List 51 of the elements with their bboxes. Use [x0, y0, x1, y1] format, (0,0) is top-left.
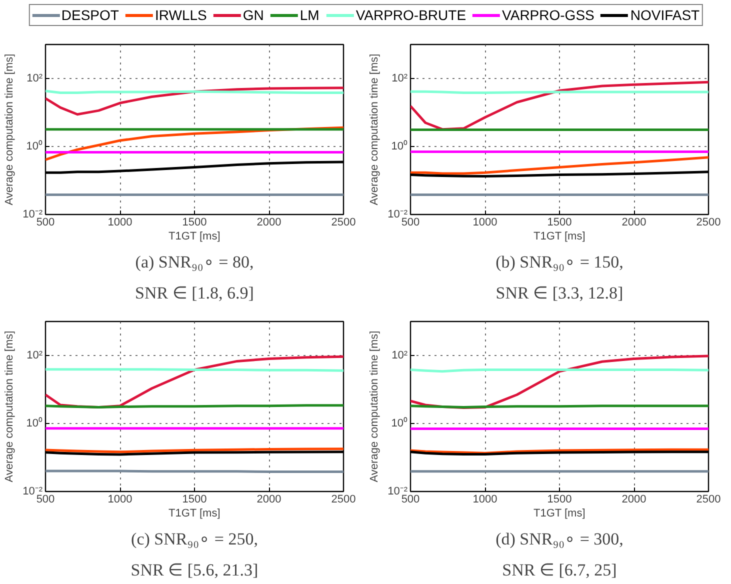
x-tick-label: 2500: [331, 494, 356, 506]
y-tick-label: 10⁰: [391, 140, 408, 152]
y-tick-label: 10²: [26, 350, 43, 362]
y-axis-title: Average computation time [ms]: [4, 54, 16, 206]
text: (b) SNR₉₀∘ = 150,: [496, 252, 624, 272]
x-tick-label: 1500: [547, 494, 572, 506]
text: (c) SNR₉₀∘ = 250,: [131, 530, 258, 548]
x-tick-label: 2000: [256, 494, 282, 506]
text: SNR ∈ [3.3, 12.8]: [496, 284, 624, 302]
y-axis-title: Average computation time [ms]: [368, 330, 381, 482]
legend-label: IRWLLS: [154, 7, 207, 23]
x-tick-label: 2000: [622, 494, 646, 506]
y-tick-label: 10²: [392, 350, 408, 362]
legend-label: NOVIFAST: [630, 7, 700, 23]
text: (a) SNR₉₀∘ = 80,: [135, 252, 254, 272]
x-tick-label: 500: [401, 494, 420, 506]
x-axis-title: T1GT [ms]: [534, 230, 586, 242]
legend-label: DESPOT: [61, 7, 119, 23]
x-tick-label: 1500: [182, 216, 207, 228]
text: SNR ∈ [5.6, 21.3]: [130, 560, 258, 580]
x-tick-label: 1000: [472, 216, 498, 228]
x-tick-label: 2500: [696, 216, 721, 228]
legend-label: GN: [242, 7, 264, 23]
text: (d) SNR₉₀∘ = 300,: [496, 530, 624, 548]
x-tick-label: 1000: [108, 216, 132, 228]
x-tick-label: 500: [401, 216, 420, 228]
y-tick-label: 10⁰: [26, 416, 43, 430]
x-tick-label: 2500: [331, 216, 356, 228]
x-tick-label: 1500: [547, 216, 572, 228]
text: SNR ∈ [6.7, 25]: [502, 560, 617, 580]
legend-label: VARPRO-GSS: [502, 7, 594, 23]
y-tick-label: 10⁰: [26, 140, 43, 152]
y-tick-label: 10²: [26, 72, 43, 84]
x-tick-label: 2000: [622, 216, 646, 228]
x-axis-title: T1GT [ms]: [534, 508, 586, 520]
x-tick-label: 1000: [108, 494, 132, 506]
x-axis-title: T1GT [ms]: [168, 230, 220, 242]
x-tick-label: 1500: [182, 494, 207, 506]
text: SNR ∈ [1.8, 6.9]: [135, 284, 254, 302]
y-axis-title: Average computation time [ms]: [4, 330, 16, 482]
legend-label: VARPRO-BRUTE: [356, 7, 466, 23]
x-tick-label: 500: [36, 494, 55, 506]
x-axis-title: T1GT [ms]: [168, 508, 220, 520]
x-tick-label: 500: [36, 216, 55, 228]
x-tick-label: 1000: [472, 494, 498, 506]
x-tick-label: 2500: [696, 494, 721, 506]
legend-label: LM: [300, 7, 320, 23]
y-axis-title: Average computation time [ms]: [368, 54, 381, 206]
y-tick-label: 10⁰: [391, 416, 408, 430]
x-tick-label: 2000: [256, 216, 282, 228]
y-tick-label: 10²: [392, 72, 408, 84]
